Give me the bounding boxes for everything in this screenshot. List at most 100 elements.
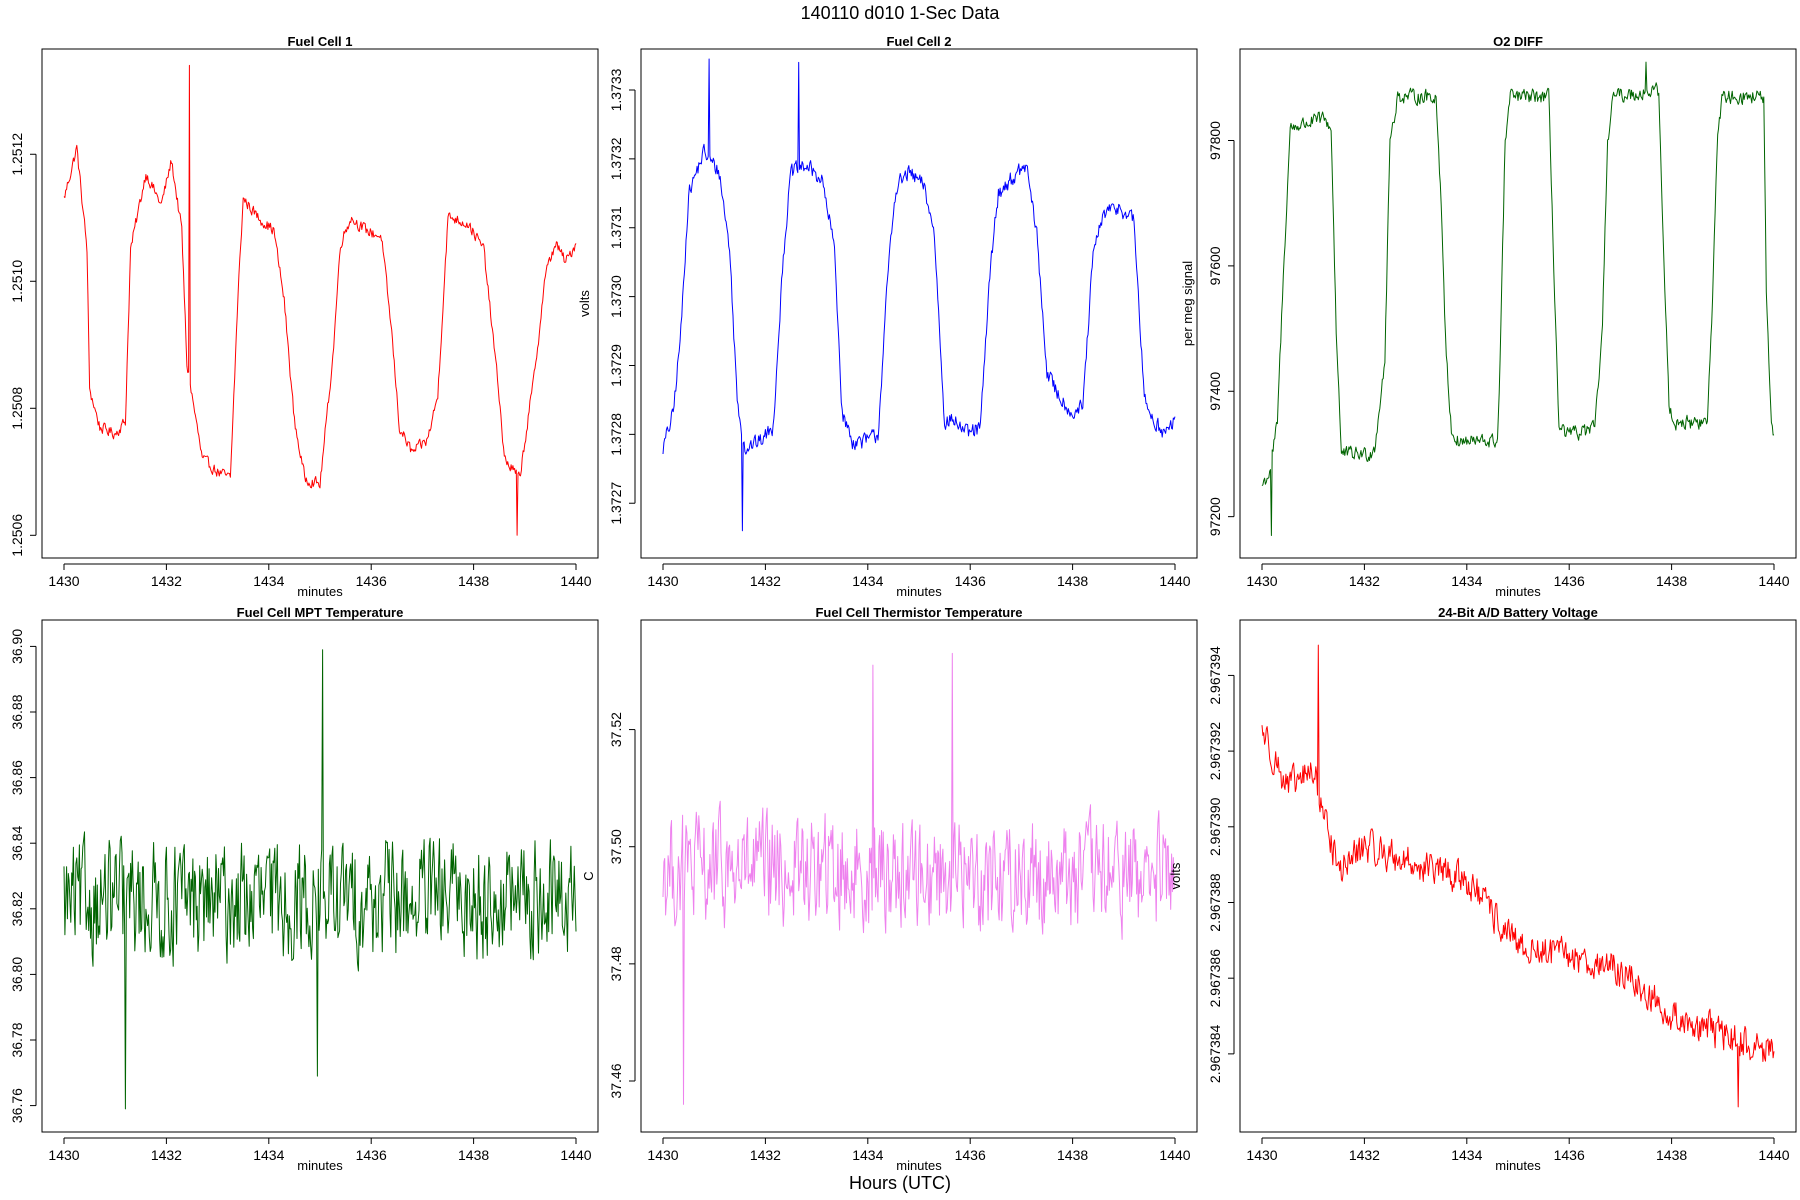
x-tick-label: 1436 <box>955 1147 986 1163</box>
y-tick-label: 2.967384 <box>1207 1024 1223 1083</box>
x-tick-label: 1440 <box>560 1147 591 1163</box>
panel-title: Fuel Cell Thermistor Temperature <box>815 605 1022 620</box>
panel-6: 24-Bit A/D Battery Voltage 1430 1432 1434 14… <box>1168 605 1797 1173</box>
y-tick-label: 1.3732 <box>608 137 624 180</box>
panel-title: 24-Bit A/D Battery Voltage <box>1438 605 1598 620</box>
x-tick-label: 1438 <box>1656 1147 1687 1163</box>
x-tick-label: 1440 <box>1758 573 1789 589</box>
panel-title: Fuel Cell 1 <box>287 34 352 49</box>
y-tick-label: 36.84 <box>9 825 25 860</box>
y-tick-label: 97600 <box>1207 246 1223 285</box>
x-tick-label: 1430 <box>647 1147 678 1163</box>
x-tick-label: 1430 <box>48 1147 79 1163</box>
x-axis-label: minutes <box>297 1158 343 1173</box>
x-tick-label: 1438 <box>458 1147 489 1163</box>
x-tick-label: 1432 <box>1349 573 1380 589</box>
x-axis-label: minutes <box>896 1158 942 1173</box>
y-tick-label: 1.3733 <box>608 68 624 111</box>
y-tick-label: 1.3731 <box>608 206 624 249</box>
series-line <box>63 64 577 536</box>
y-tick-label: 1.3727 <box>608 482 624 525</box>
figure-x-caption: Hours (UTC) <box>849 1173 951 1193</box>
y-tick-label: 2.967390 <box>1207 797 1223 856</box>
y-tick-label: 36.86 <box>9 760 25 795</box>
y-tick-label: 37.52 <box>608 712 624 747</box>
x-tick-label: 1430 <box>1246 573 1277 589</box>
y-tick-label: 2.967392 <box>1207 722 1223 781</box>
y-tick-label: 36.88 <box>9 694 25 729</box>
x-tick-label: 1432 <box>151 1147 182 1163</box>
panel-title: Fuel Cell 2 <box>886 34 951 49</box>
panel-3: O2 DIFF 1430 1432 1434 1436 1438 1440 minutes 97… <box>1180 34 1797 599</box>
x-tick-label: 1432 <box>1349 1147 1380 1163</box>
x-tick-label: 1434 <box>253 573 284 589</box>
plot-frame <box>1239 619 1797 1133</box>
x-tick-label: 1434 <box>1451 573 1482 589</box>
y-tick-label: 36.80 <box>9 957 25 992</box>
y-tick-label: 37.48 <box>608 946 624 981</box>
panel-1: Fuel Cell 1 1430 1432 1434 1436 1438 1440 minut… <box>9 34 599 599</box>
y-tick-label: 36.78 <box>9 1022 25 1057</box>
panel-title: Fuel Cell MPT Temperature <box>237 605 404 620</box>
x-tick-label: 1438 <box>1057 573 1088 589</box>
y-axis-label: volts <box>577 290 592 317</box>
y-tick-label: 1.3728 <box>608 413 624 456</box>
y-tick-label: 37.46 <box>608 1063 624 1098</box>
series-line <box>662 652 1176 1105</box>
x-tick-label: 1434 <box>852 573 883 589</box>
x-tick-label: 1436 <box>1554 573 1585 589</box>
x-tick-label: 1438 <box>458 573 489 589</box>
y-tick-label: 37.50 <box>608 829 624 864</box>
y-tick-label: 1.2508 <box>9 387 25 430</box>
y-tick-label: 36.90 <box>9 629 25 664</box>
plot-frame <box>1239 48 1797 559</box>
y-tick-label: 2.967394 <box>1207 646 1223 705</box>
y-tick-label: 1.2506 <box>9 514 25 557</box>
y-tick-label: 2.967388 <box>1207 873 1223 932</box>
series-line <box>63 649 577 1110</box>
x-tick-label: 1434 <box>1451 1147 1482 1163</box>
x-tick-label: 1440 <box>1758 1147 1789 1163</box>
x-axis-label: minutes <box>1495 1158 1541 1173</box>
x-tick-label: 1440 <box>1159 573 1190 589</box>
x-tick-label: 1436 <box>356 1147 387 1163</box>
x-tick-label: 1434 <box>852 1147 883 1163</box>
y-tick-label: 1.3729 <box>608 344 624 387</box>
y-axis-label: volts <box>1168 862 1183 889</box>
plot-frame <box>41 619 599 1133</box>
x-tick-label: 1432 <box>151 573 182 589</box>
x-tick-label: 1432 <box>750 1147 781 1163</box>
x-tick-label: 1436 <box>955 573 986 589</box>
x-tick-label: 1436 <box>356 573 387 589</box>
x-tick-label: 1432 <box>750 573 781 589</box>
y-tick-label: 1.2510 <box>9 260 25 303</box>
series-line <box>1261 61 1775 536</box>
panel-5: Fuel Cell Thermistor Temperature 1430 1432… <box>581 605 1198 1173</box>
x-tick-label: 1440 <box>1159 1147 1190 1163</box>
series-line <box>1261 644 1775 1108</box>
y-tick-label: 97800 <box>1207 121 1223 160</box>
plot-frame <box>41 48 599 559</box>
x-tick-label: 1430 <box>1246 1147 1277 1163</box>
y-tick-label: 1.2512 <box>9 133 25 176</box>
x-tick-label: 1438 <box>1057 1147 1088 1163</box>
y-tick-label: 97400 <box>1207 372 1223 411</box>
plot-frame <box>640 48 1198 559</box>
x-tick-label: 1430 <box>647 573 678 589</box>
y-tick-label: 36.82 <box>9 891 25 926</box>
x-axis-label: minutes <box>896 584 942 599</box>
x-tick-label: 1436 <box>1554 1147 1585 1163</box>
y-tick-label: 36.76 <box>9 1088 25 1123</box>
x-axis-label: minutes <box>1495 584 1541 599</box>
series-line <box>662 58 1176 532</box>
x-tick-label: 1434 <box>253 1147 284 1163</box>
y-tick-label: 1.3730 <box>608 275 624 318</box>
x-tick-label: 1440 <box>560 573 591 589</box>
y-axis-label: per meg signal <box>1180 261 1195 346</box>
plot-frame <box>640 619 1198 1133</box>
y-axis-label: C <box>581 871 596 880</box>
x-axis-label: minutes <box>297 584 343 599</box>
x-tick-label: 1430 <box>48 573 79 589</box>
panel-4: Fuel Cell MPT Temperature 1430 1432 1434 143… <box>9 605 599 1173</box>
